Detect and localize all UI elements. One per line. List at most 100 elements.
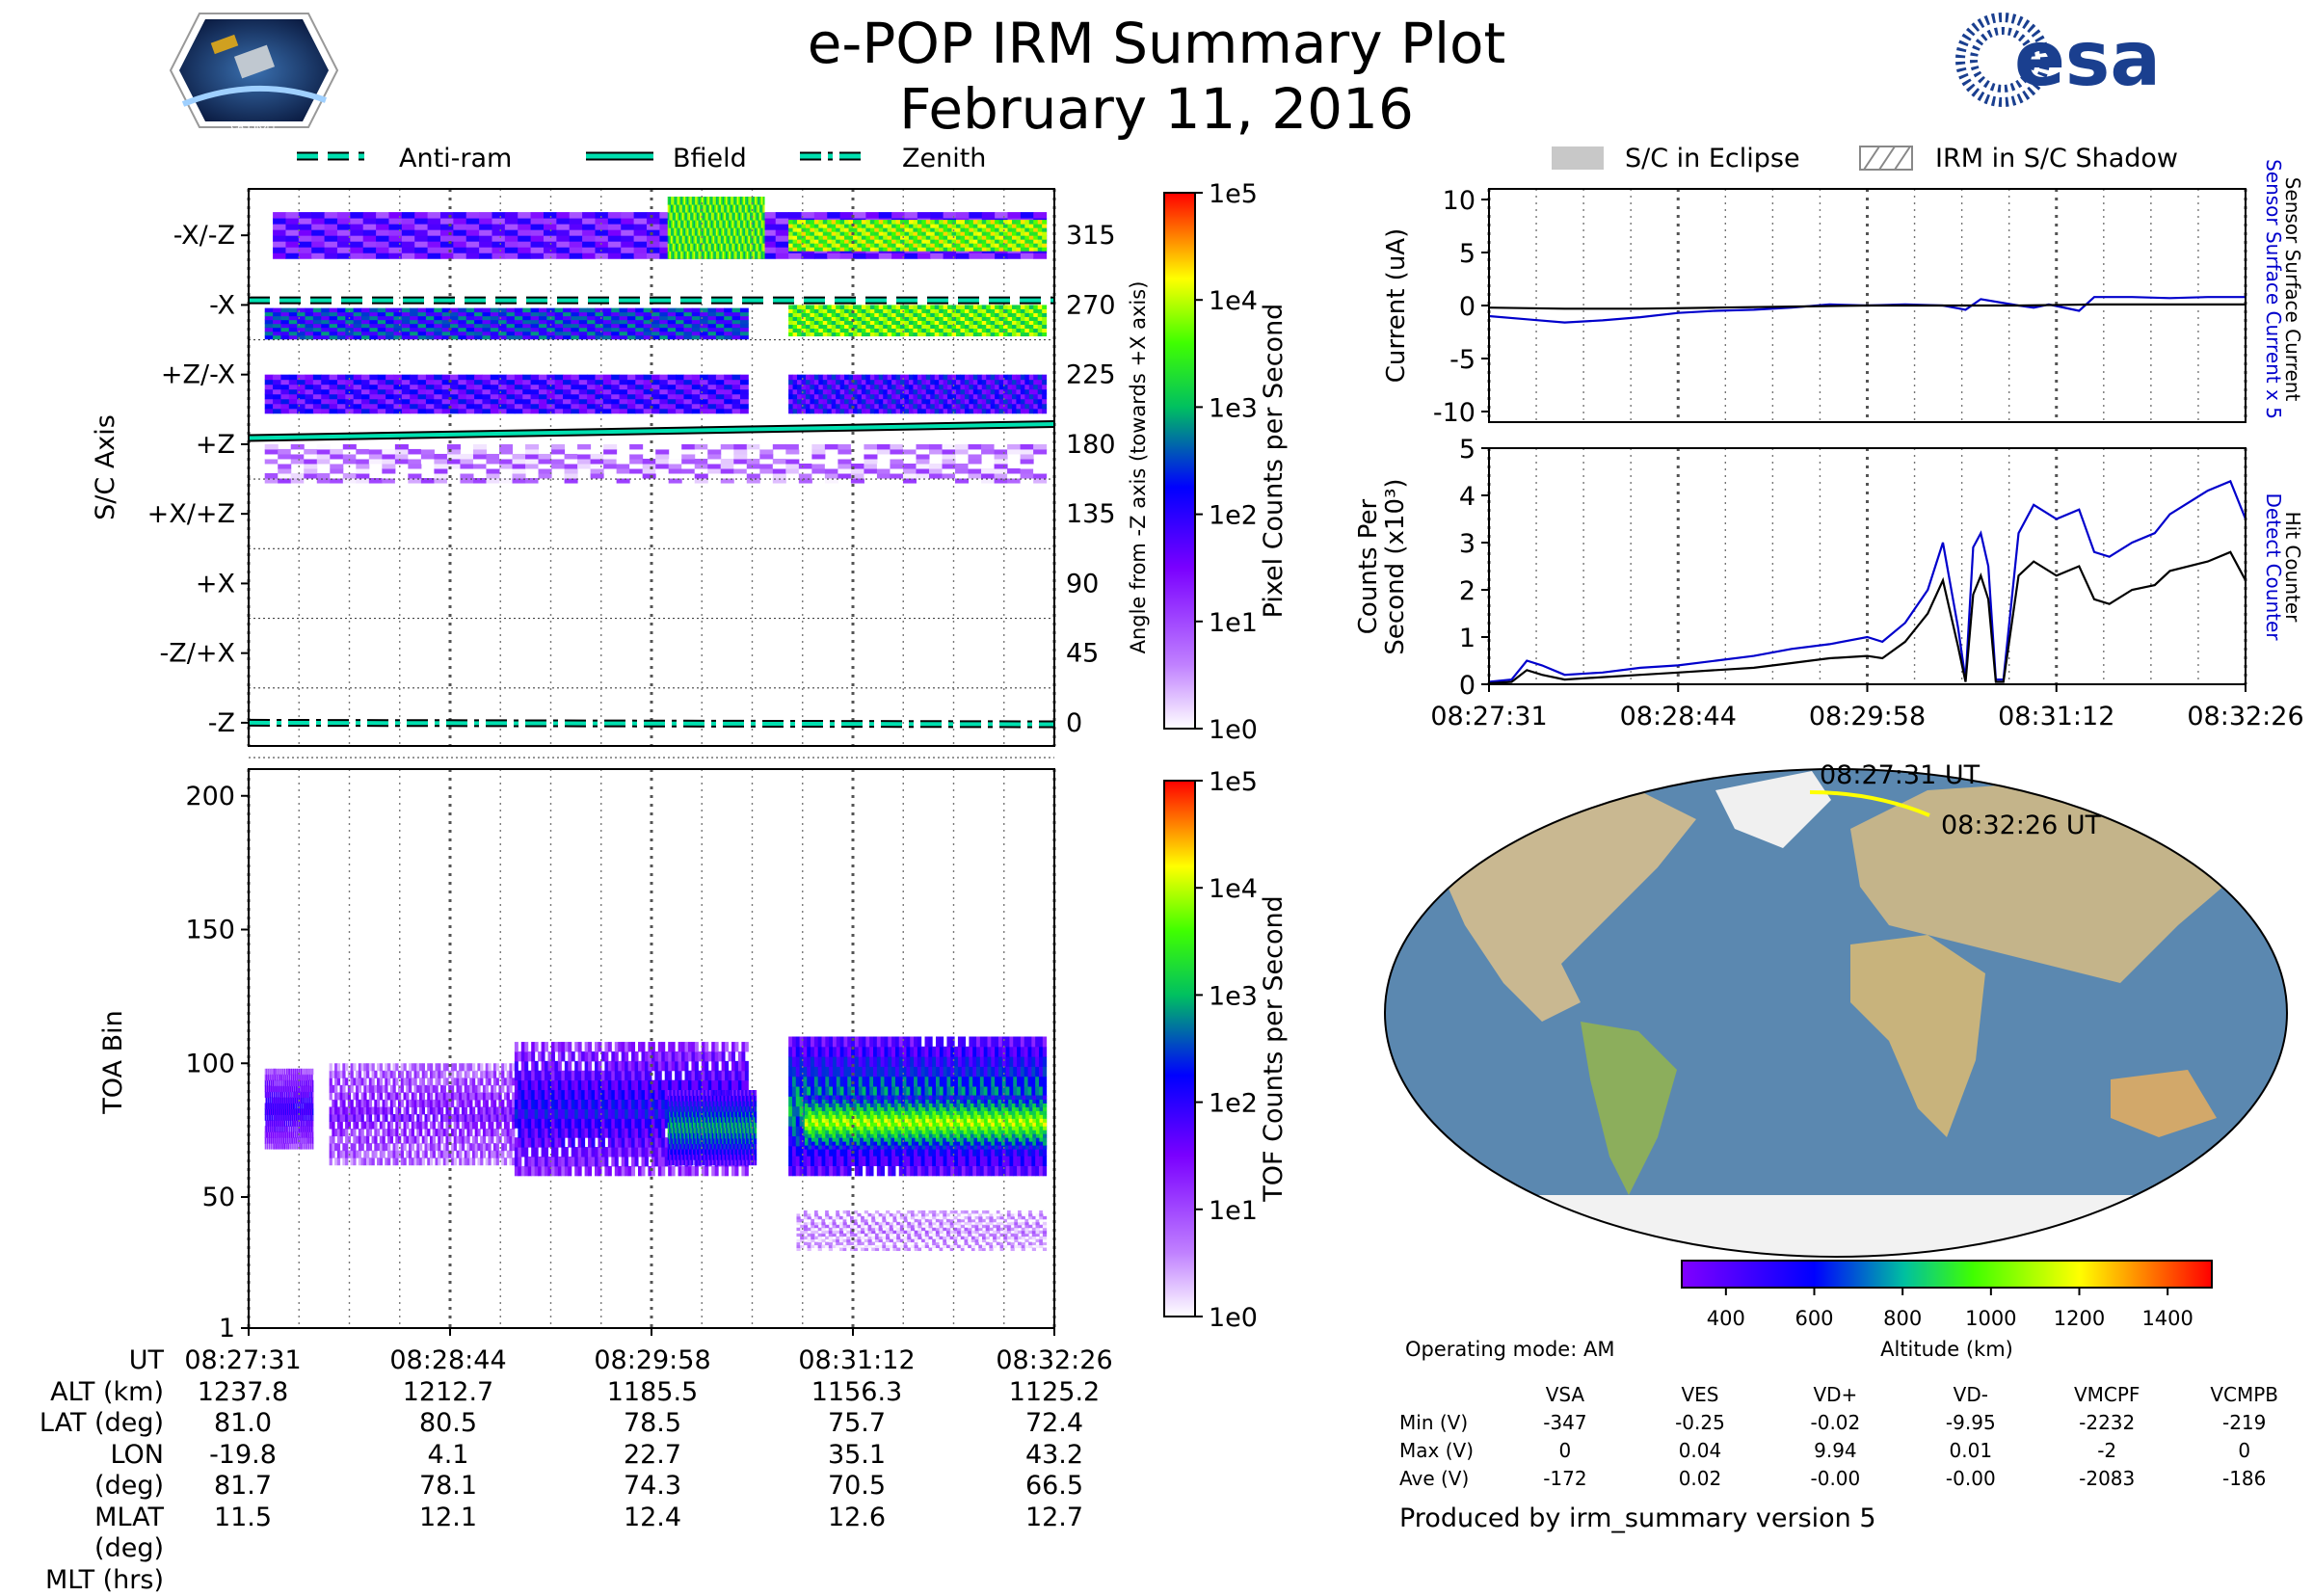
- pixel-cell: [909, 247, 914, 252]
- pixel-cell: [724, 320, 732, 325]
- pixel-cell: [426, 332, 435, 336]
- pixel-cell: [891, 380, 896, 386]
- pixel-cell: [939, 235, 944, 240]
- pixel-cell: [935, 320, 940, 325]
- pixel-cell: [788, 235, 793, 240]
- pixel-cell: [799, 468, 812, 474]
- pixel-cell: [724, 332, 732, 336]
- pixel-cell: [849, 409, 854, 414]
- pixel-cell: [434, 324, 442, 329]
- pixel-cell: [944, 231, 948, 236]
- tof-cell: [279, 1143, 280, 1149]
- pixel-cell: [944, 305, 948, 309]
- pixel-cell: [982, 312, 987, 317]
- pixel-cell: [823, 312, 828, 317]
- tof-cell: [306, 1069, 307, 1075]
- pixel-cell: [926, 308, 931, 313]
- pixel-cell: [507, 324, 516, 329]
- pixel-cell: [864, 473, 877, 479]
- pixel-cell: [418, 399, 427, 405]
- pixel-cell: [874, 224, 879, 228]
- pixel-cell: [1016, 404, 1021, 410]
- pixel-cell: [595, 335, 603, 340]
- pixel-cell: [818, 239, 823, 244]
- pixel-cell: [707, 449, 721, 455]
- pixel-cell: [832, 308, 837, 313]
- pixel-cell: [832, 247, 837, 252]
- pixel-cell: [806, 385, 811, 390]
- tof-cell: [409, 1071, 412, 1078]
- pixel-cell: [929, 444, 943, 450]
- pixel-cell: [265, 335, 274, 340]
- pixel-cell: [376, 212, 389, 219]
- pixel-cell: [874, 247, 879, 252]
- pixel-cell: [827, 243, 832, 248]
- pixel-cell: [864, 454, 877, 460]
- pixel-cell: [740, 409, 749, 414]
- tof-cell: [377, 1129, 380, 1136]
- pixel-cell: [930, 220, 935, 225]
- pixel-cell: [426, 316, 435, 321]
- pixel-cell: [969, 449, 982, 455]
- pixel-cell: [1008, 220, 1013, 225]
- tof-cell: [363, 1092, 366, 1100]
- pixel-cell: [986, 320, 991, 325]
- tof-cell: [268, 1098, 269, 1104]
- pixel-cell: [571, 328, 579, 332]
- pixel-cell: [762, 235, 764, 244]
- pixel-cell: [620, 380, 628, 386]
- pixel-cell: [571, 389, 579, 395]
- pixel-cell: [491, 389, 499, 395]
- pixel-cell: [1024, 305, 1029, 309]
- pixel-cell: [428, 218, 441, 225]
- pixel-cell: [337, 308, 346, 313]
- pixel-cell: [479, 247, 492, 253]
- pixel-cell: [1038, 389, 1043, 395]
- pixel-cell: [707, 468, 721, 474]
- pixel-cell: [273, 316, 281, 321]
- pixel-cell: [862, 394, 866, 400]
- pixel-cell: [591, 459, 604, 465]
- pixel-cell: [603, 328, 612, 332]
- pixel-cell: [608, 218, 622, 225]
- pixel-cell: [1008, 253, 1022, 259]
- tof-cell: [404, 1143, 407, 1151]
- pixel-cell: [418, 389, 427, 395]
- pixel-cell: [582, 212, 596, 219]
- pixel-cell: [870, 320, 875, 325]
- pixel-colorbar-label: Pixel Counts per Second: [1259, 304, 1289, 619]
- pixel-cell: [1024, 332, 1029, 337]
- pixel-cell: [1042, 308, 1047, 313]
- pixel-cell: [732, 312, 741, 317]
- pixel-cell: [647, 212, 660, 219]
- pixel-cell: [647, 229, 660, 236]
- pixel-cell: [840, 212, 854, 219]
- pixel-cell: [986, 224, 991, 228]
- pixel-cell: [874, 231, 879, 236]
- pixel-cell: [977, 394, 982, 400]
- pixel-cell: [896, 380, 901, 386]
- pixel-cell: [883, 235, 888, 240]
- pixel-cell: [870, 305, 875, 309]
- pixel-cell: [870, 316, 875, 321]
- tof-cell: [290, 1120, 291, 1126]
- y-tick-label: +X: [196, 569, 235, 598]
- pixel-cell: [635, 332, 644, 336]
- pixel-cell: [325, 253, 338, 259]
- pixel-cell: [870, 231, 875, 236]
- pixel-cell: [313, 316, 322, 321]
- pixel-cell: [814, 231, 819, 236]
- pixel-cell: [991, 220, 996, 225]
- pixel-cell: [965, 224, 970, 228]
- legend-shadow: IRM in S/C Shadow: [1935, 144, 2178, 173]
- pixel-cell: [883, 316, 888, 321]
- pixel-cell: [571, 375, 579, 381]
- pixel-cell: [306, 385, 314, 390]
- pixel-cell: [909, 224, 914, 228]
- pixel-cell: [999, 385, 1004, 390]
- pixel-cell: [708, 335, 717, 340]
- pixel-cell: [620, 332, 628, 336]
- pixel-cell: [330, 468, 343, 474]
- pixel-cell: [913, 324, 917, 329]
